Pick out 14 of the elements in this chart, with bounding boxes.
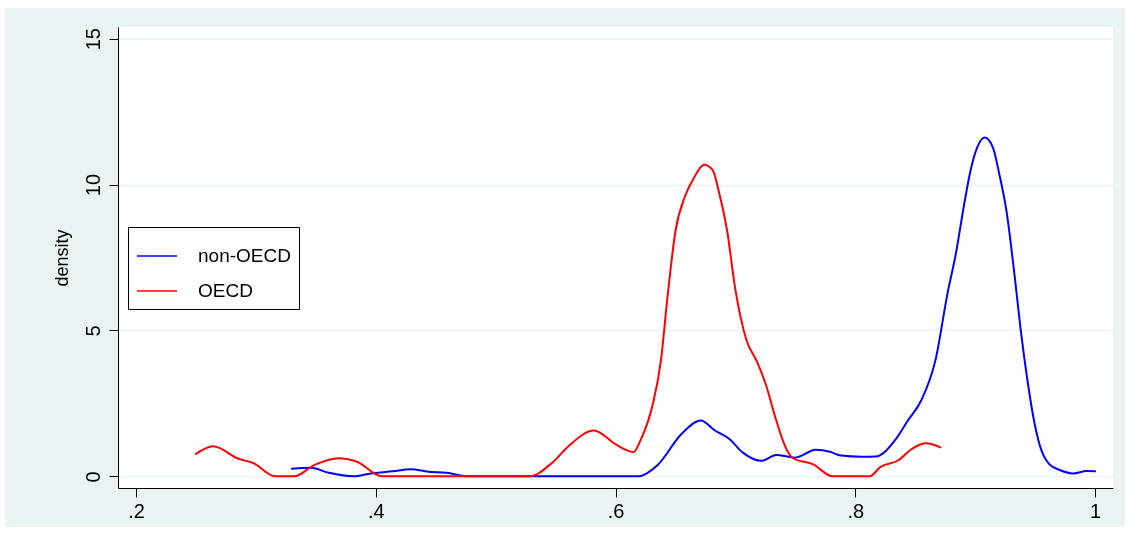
y-tick-label: 10 — [81, 173, 104, 197]
x-tick-label: 1 — [1089, 499, 1102, 522]
y-tick-label: 5 — [81, 325, 104, 337]
x-tick-label: .4 — [367, 499, 385, 522]
x-tick-label: .6 — [607, 499, 625, 522]
y-tick-label: 0 — [81, 471, 104, 483]
x-tick-label: .8 — [847, 499, 865, 522]
x-tick-label: .2 — [128, 499, 145, 522]
line-series — [290, 136, 1097, 478]
legend-label: non-OECD — [198, 245, 291, 266]
line-series — [194, 163, 942, 478]
y-tick-label: 15 — [81, 28, 104, 51]
y-axis-title: density — [51, 229, 72, 287]
legend-label: OECD — [198, 280, 253, 301]
